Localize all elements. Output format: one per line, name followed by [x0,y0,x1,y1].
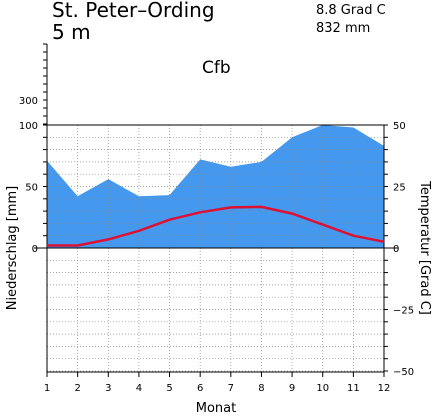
annual-precipitation: 832 mm [316,21,371,36]
x-tick-label: 10 [316,383,329,394]
left-tick-label: 50 [25,183,38,194]
right-tick-label: 0 [393,244,399,255]
right-tick-label: 50 [393,121,406,132]
x-tick-label: 5 [166,383,172,394]
x-tick-label: 9 [289,383,295,394]
right-tick-label: −25 [393,306,414,317]
x-tick-label: 1 [44,383,50,394]
x-axis-label: Monat [196,401,236,416]
x-tick-label: 7 [228,383,234,394]
x-tick-label: 8 [258,383,264,394]
station-name: St. Peter–Ording [52,0,215,22]
right-tick-label: 25 [393,183,406,194]
station-elevation: 5 m [52,20,91,44]
mean-temperature: 8.8 Grad C [316,3,386,18]
x-tick-label: 3 [105,383,111,394]
x-tick-label: 2 [74,383,80,394]
left-axis-label: Niederschlag [mm] [5,186,20,311]
x-tick-label: 11 [347,383,360,394]
climate-class: Cfb [202,58,231,78]
left-tick-label: 0 [32,244,38,255]
left-tick-label: 100 [19,121,38,132]
x-tick-label: 6 [197,383,203,394]
temperature-line [47,205,385,247]
x-tick-label: 12 [378,383,391,394]
right-axis-label: Temperatur [Grad C] [417,180,432,315]
x-tick-label: 4 [136,383,142,394]
left-tick-label: 300 [19,96,38,107]
right-tick-label: −50 [393,367,414,378]
